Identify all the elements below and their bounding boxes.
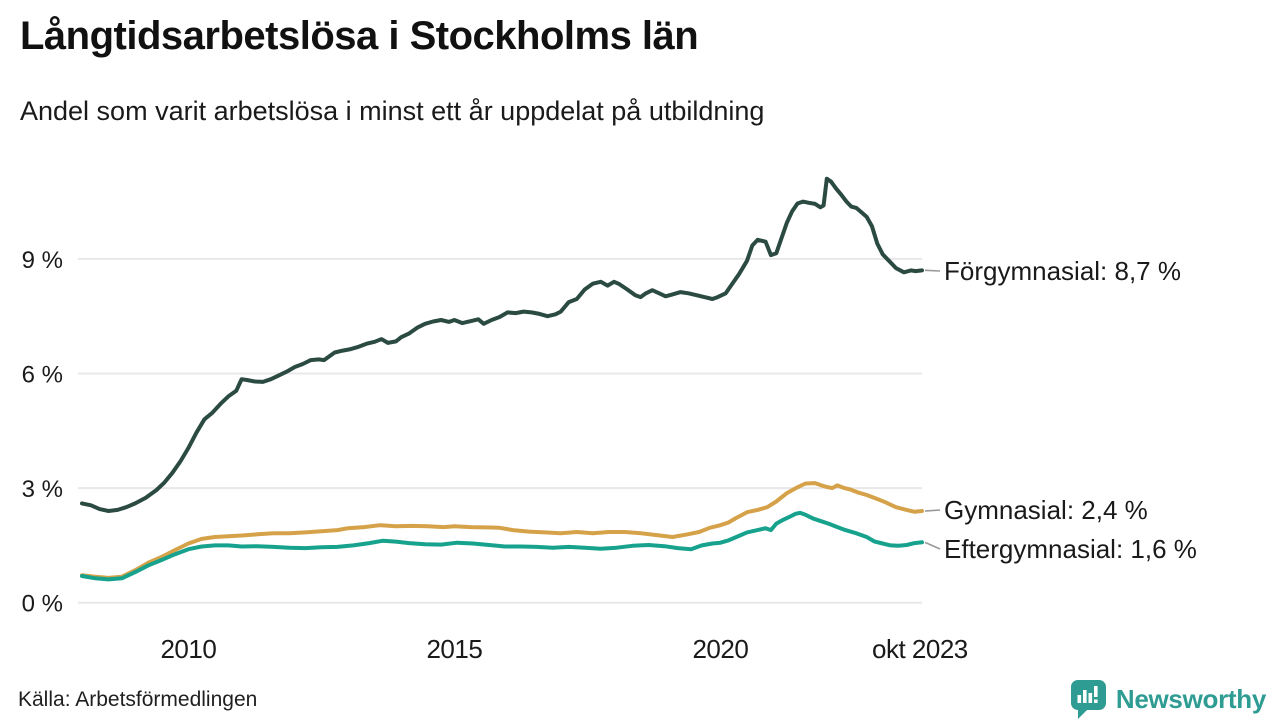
series-annotation-forgymnasial: Förgymnasial: 8,7 % xyxy=(944,256,1181,286)
series-annotation-eftergymnasial: Eftergymnasial: 1,6 % xyxy=(944,534,1197,564)
annotation-connector xyxy=(924,541,941,550)
series-annotation-gymnasial: Gymnasial: 2,4 % xyxy=(944,495,1148,525)
annotation-connector xyxy=(924,269,941,272)
y-axis-tick-label: 9 % xyxy=(22,247,63,274)
series-line-1 xyxy=(80,481,924,580)
page-title: Långtidsarbetslösa i Stockholms län xyxy=(20,14,699,58)
x-axis-tick-label: okt 2023 xyxy=(872,634,968,664)
newsworthy-speech-bubble-bar-chart-icon xyxy=(1070,680,1106,719)
x-axis-tick-label: 2020 xyxy=(692,634,748,664)
newsworthy-logo: Newsworthy xyxy=(1068,678,1266,720)
x-axis-tick-label: 2015 xyxy=(426,634,482,664)
series-line-0 xyxy=(80,176,924,513)
series-line-2 xyxy=(80,510,924,582)
y-axis-tick-label: 0 % xyxy=(22,591,63,618)
y-axis-tick-label: 3 % xyxy=(22,476,63,503)
source-note: Källa: Arbetsförmedlingen xyxy=(18,688,258,711)
annotation-connector xyxy=(924,509,941,512)
x-axis-tick-label: 2010 xyxy=(160,634,216,664)
brand-name: Newsworthy xyxy=(1115,683,1266,714)
y-axis-tick-label: 6 % xyxy=(22,362,63,389)
chart-subtitle: Andel som varit arbetslösa i minst ett å… xyxy=(20,96,765,126)
